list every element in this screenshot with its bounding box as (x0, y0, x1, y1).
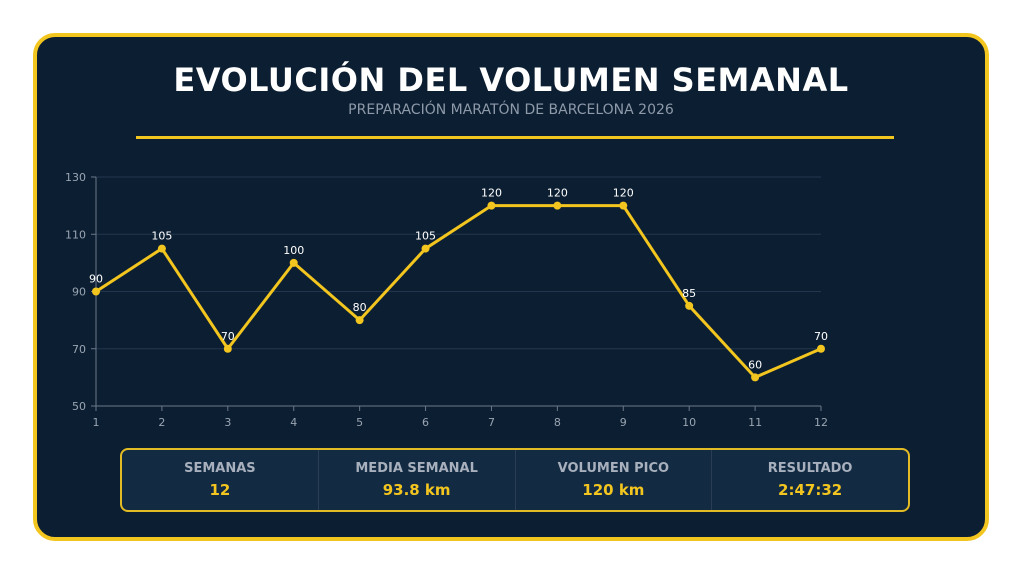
stat-value: 12 (209, 481, 231, 499)
x-tick-label: 4 (290, 416, 297, 429)
data-point (157, 244, 166, 253)
chart-title: EVOLUCIÓN DEL VOLUMEN SEMANAL (173, 61, 849, 99)
title-divider (136, 136, 894, 139)
data-label: 90 (89, 273, 103, 286)
data-point (685, 301, 694, 310)
chart-card: EVOLUCIÓN DEL VOLUMEN SEMANAL PREPARACIÓ… (33, 33, 989, 541)
data-label: 80 (353, 301, 367, 314)
chart-subtitle: PREPARACIÓN MARATÓN DE BARCELONA 2026 (348, 102, 674, 118)
data-label: 120 (547, 187, 568, 200)
x-tick-label: 3 (224, 416, 231, 429)
data-point (355, 316, 364, 325)
x-tick-label: 7 (488, 416, 495, 429)
data-point (751, 373, 760, 382)
stat-label: SEMANAS (184, 461, 256, 476)
y-tick-label: 110 (65, 228, 86, 241)
stat-value: 93.8 km (382, 481, 451, 499)
x-tick-label: 9 (620, 416, 627, 429)
stat-peak-volume: VOLUMEN PICO 120 km (516, 450, 713, 510)
data-label: 120 (481, 187, 502, 200)
x-tick-label: 1 (93, 416, 100, 429)
y-tick-label: 70 (72, 343, 86, 356)
data-label: 70 (221, 330, 235, 343)
stat-result: RESULTADO 2:47:32 (712, 450, 908, 510)
data-point (421, 244, 430, 253)
data-point (817, 344, 825, 353)
data-point (289, 258, 298, 267)
y-tick-label: 50 (72, 400, 86, 413)
stat-weekly-average: MEDIA SEMANAL 93.8 km (319, 450, 516, 510)
y-tick-label: 130 (65, 171, 86, 184)
stats-panel: SEMANAS 12 MEDIA SEMANAL 93.8 km VOLUMEN… (120, 448, 910, 512)
data-point (553, 201, 562, 210)
stat-weeks: SEMANAS 12 (122, 450, 319, 510)
stat-label: RESULTADO (767, 461, 853, 476)
data-label: 85 (682, 287, 696, 300)
y-tick-label: 90 (72, 286, 86, 299)
x-tick-label: 12 (814, 416, 828, 429)
stat-value: 2:47:32 (778, 481, 843, 499)
stat-label: VOLUMEN PICO (557, 461, 670, 476)
data-point (223, 344, 232, 353)
series-line (95, 204, 822, 379)
x-tick-label: 10 (682, 416, 696, 429)
data-label: 120 (613, 187, 634, 200)
data-label: 70 (814, 330, 828, 343)
x-tick-label: 2 (158, 416, 165, 429)
x-tick-label: 5 (356, 416, 363, 429)
data-label: 100 (283, 244, 304, 257)
data-point (619, 201, 628, 210)
data-point (92, 287, 100, 296)
stat-value: 120 km (582, 481, 645, 499)
x-tick-label: 6 (422, 416, 429, 429)
x-tick-label: 8 (554, 416, 561, 429)
data-point (487, 201, 496, 210)
data-label: 105 (415, 230, 436, 243)
x-tick-label: 11 (748, 416, 762, 429)
stat-label: MEDIA SEMANAL (355, 461, 478, 476)
data-label: 105 (151, 230, 172, 243)
data-label: 60 (748, 358, 762, 371)
